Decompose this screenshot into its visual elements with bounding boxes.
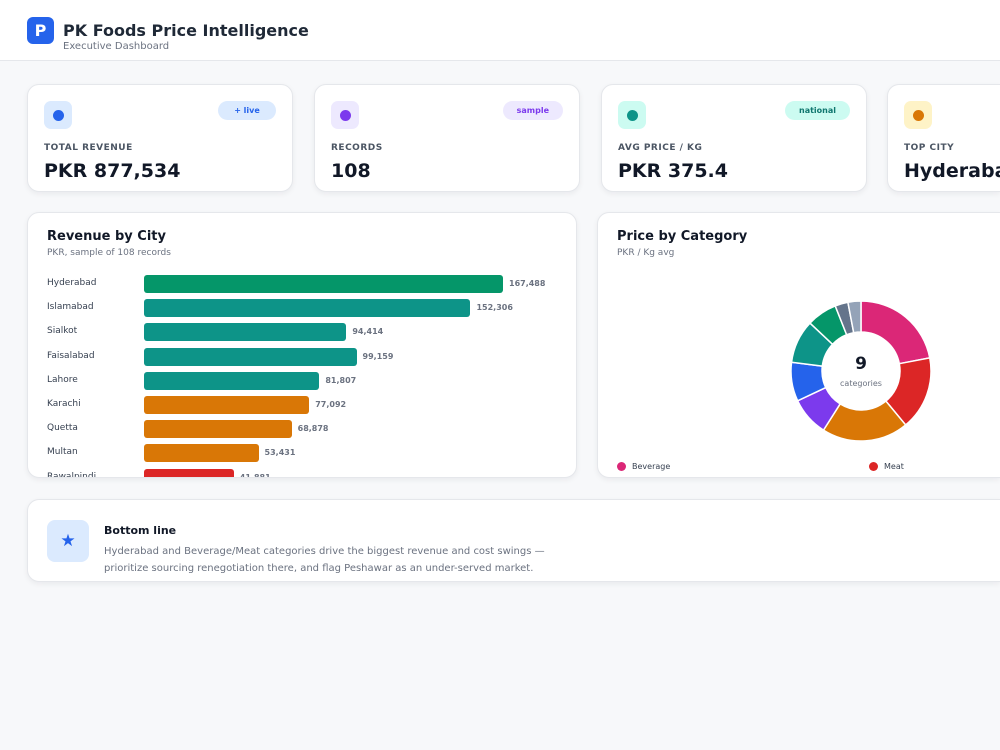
app-logo[interactable]: P <box>27 17 54 44</box>
bar-row[interactable]: Multan 53,431 <box>28 444 576 463</box>
legend-item-beverage[interactable]: Beverage <box>617 462 670 471</box>
kpi-card-top-city[interactable]: TOP CITY Hyderabad <box>887 84 1000 192</box>
donut-center-value: 9 <box>855 354 867 374</box>
bar-value-label: 81,807 <box>325 375 357 385</box>
bar-value-label: 94,414 <box>352 327 384 337</box>
app-header: P PK Foods Price Intelligence Executive … <box>0 0 1000 61</box>
bar-value-label: 152,306 <box>476 303 513 313</box>
kpi-badge-live: + live <box>218 101 276 120</box>
bar-row[interactable]: Karachi 77,092 <box>28 396 576 414</box>
panel-subtitle: PKR / Kg avg <box>617 248 675 258</box>
bar-row[interactable]: Hyderabad 167,488 <box>28 275 576 293</box>
price-by-category-panel: Price by Category PKR / Kg avg 9 categor… <box>597 212 1000 478</box>
kpi-value: PKR 877,534 <box>44 160 181 182</box>
kpi-value: 108 <box>331 160 371 182</box>
bar[interactable] <box>144 420 292 439</box>
app-title: PK Foods Price Intelligence <box>63 21 309 40</box>
bar-category-label: Multan <box>47 447 78 458</box>
app-subtitle: Executive Dashboard <box>63 41 170 52</box>
kpi-label: AVG PRICE / KG <box>618 143 703 153</box>
kpi-badge-national: national <box>785 101 850 120</box>
bar-category-label: Quetta <box>47 423 78 434</box>
bar-value-label: 41,881 <box>239 472 271 478</box>
bar-row[interactable]: Quetta 68,878 <box>28 420 576 439</box>
legend-swatch <box>869 462 878 471</box>
kpi-card-total-revenue[interactable]: + live TOTAL REVENUE PKR 877,534 <box>27 84 293 192</box>
donut-slice[interactable] <box>860 300 931 365</box>
kpi-label: RECORDS <box>331 143 383 153</box>
bar[interactable] <box>144 371 320 390</box>
revenue-by-city-panel: Revenue by City PKR, sample of 108 recor… <box>27 212 577 478</box>
bar-value-label: 68,878 <box>297 424 329 434</box>
kpi-value: PKR 375.4 <box>618 160 728 182</box>
panel-title: Price by Category <box>617 229 748 244</box>
panel-subtitle: PKR, sample of 108 records <box>47 248 171 258</box>
kpi-card-records[interactable]: sample RECORDS 108 <box>314 84 580 192</box>
bar-category-label: Karachi <box>47 399 81 409</box>
legend-label: Beverage <box>632 462 671 471</box>
bar[interactable] <box>144 444 259 463</box>
kpi-value: Hyderabad <box>904 160 1000 182</box>
bar-row[interactable]: Islamabad 152,306 <box>28 299 576 318</box>
kpi-badge-sample: sample <box>502 101 563 120</box>
bar-row[interactable]: Rawalpindi 41,881 <box>28 468 576 478</box>
legend-item-meat[interactable]: Meat <box>869 462 904 471</box>
bottom-line-text: Hyderabad and Beverage/Meat categories d… <box>104 546 545 574</box>
revenue-icon <box>44 101 72 129</box>
donut-center-label: categories <box>840 379 882 388</box>
category-donut-chart: 9 categories <box>790 300 932 442</box>
bar[interactable] <box>144 396 310 414</box>
bar-value-label: 53,431 <box>264 448 296 458</box>
donut-slice[interactable] <box>847 300 862 334</box>
bar-value-label: 167,488 <box>509 279 546 288</box>
legend-label: Meat <box>884 462 904 471</box>
bar-category-label: Islamabad <box>47 302 94 313</box>
kpi-card-avg-price[interactable]: national AVG PRICE / KG PKR 375.4 <box>601 84 867 192</box>
bar[interactable] <box>144 468 234 477</box>
bottom-line-card: ★ Bottom line Hyderabad and Beverage/Mea… <box>27 499 1000 582</box>
bar-category-label: Lahore <box>47 374 78 385</box>
kpi-label: TOP CITY <box>904 143 955 153</box>
bar-row[interactable]: Faisalabad 99,159 <box>28 347 576 366</box>
records-icon <box>331 101 359 129</box>
bar[interactable] <box>144 275 503 293</box>
legend-swatch <box>617 462 626 471</box>
bar-category-label: Faisalabad <box>47 350 95 361</box>
bar-category-label: Sialkot <box>47 326 78 337</box>
bar[interactable] <box>144 299 471 318</box>
bar[interactable] <box>144 347 357 366</box>
bar-row[interactable]: Sialkot 94,414 <box>28 323 576 342</box>
price-icon <box>618 101 646 129</box>
bar-row[interactable]: Lahore 81,807 <box>28 371 576 390</box>
panel-title: Revenue by City <box>47 229 166 244</box>
bar-value-label: 77,092 <box>315 400 347 409</box>
city-icon <box>904 101 932 129</box>
bar[interactable] <box>144 323 347 342</box>
bottom-line-title: Bottom line <box>104 524 177 537</box>
bar-category-label: Hyderabad <box>47 278 97 288</box>
bar-category-label: Rawalpindi <box>47 471 97 478</box>
kpi-label: TOTAL REVENUE <box>44 143 133 153</box>
star-icon: ★ <box>47 520 89 562</box>
bar-value-label: 99,159 <box>362 351 394 361</box>
